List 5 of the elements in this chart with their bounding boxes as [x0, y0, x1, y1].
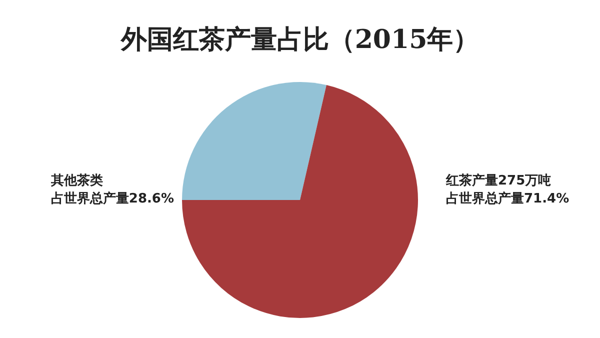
- data-label: 占世界总产量71.4%: [446, 190, 570, 206]
- data-label: 占世界总产量28.6%: [50, 190, 174, 206]
- slice-label: 红茶产量275万吨: [445, 172, 552, 188]
- chart-title: 外国红茶产量占比（2015年）: [120, 24, 480, 57]
- slice-label: 其他茶类: [50, 172, 103, 188]
